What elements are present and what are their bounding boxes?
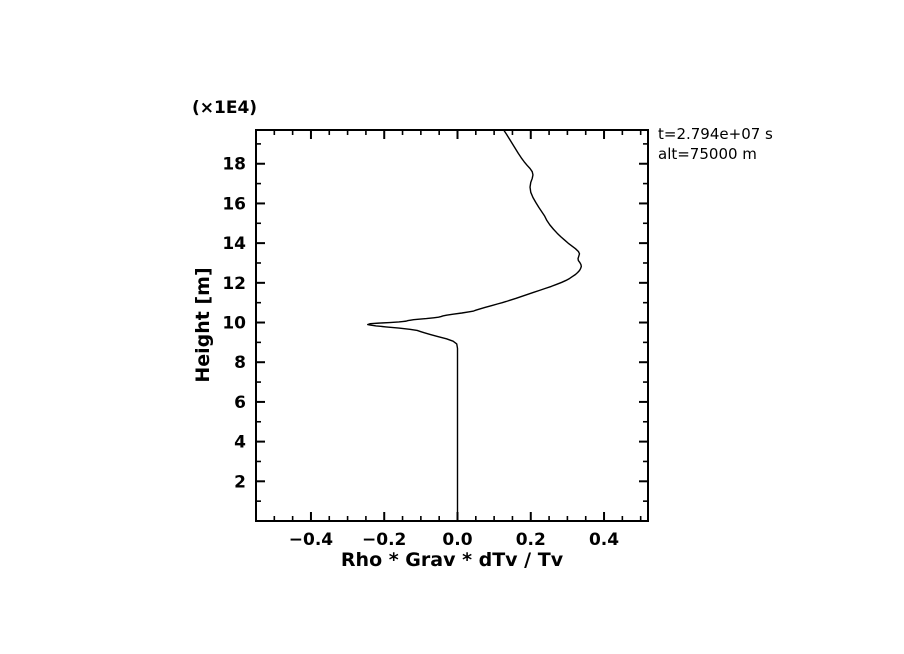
data-curve-rho-grav-dtv-tv <box>367 129 583 520</box>
y-tick-label: 4 <box>234 433 246 453</box>
x-tick-label: 0.4 <box>589 530 619 550</box>
annotation-altitude: alt=75000 m <box>658 145 757 163</box>
y-tick-label: 18 <box>222 155 246 175</box>
x-tick-label: −0.2 <box>362 530 406 550</box>
x-axis-title: Rho * Grav * dTv / Tv <box>341 549 564 571</box>
annotation-time: t=2.794e+07 s <box>658 125 773 143</box>
x-tick-label: −0.4 <box>289 530 334 550</box>
y-axis-title: Height [m] <box>192 267 214 382</box>
y-tick-label: 10 <box>222 314 246 334</box>
x-tick-label: 0.0 <box>442 530 472 550</box>
x-tick-label: 0.2 <box>516 530 546 550</box>
y-tick-label: 12 <box>222 274 246 294</box>
y-axis-multiplier-label: (×1E4) <box>192 98 257 118</box>
axis-tick-labels: −0.4 −0.2 0.0 0.2 0.4 2 4 6 8 10 12 14 16 18 <box>222 155 619 550</box>
y-tick-label: 16 <box>222 194 246 214</box>
y-tick-label: 2 <box>234 472 246 492</box>
plot-frame <box>255 129 649 522</box>
y-tick-label: 6 <box>234 393 246 413</box>
y-tick-label: 14 <box>222 234 246 254</box>
y-tick-label: 8 <box>234 353 246 373</box>
axis-ticks <box>256 130 648 521</box>
